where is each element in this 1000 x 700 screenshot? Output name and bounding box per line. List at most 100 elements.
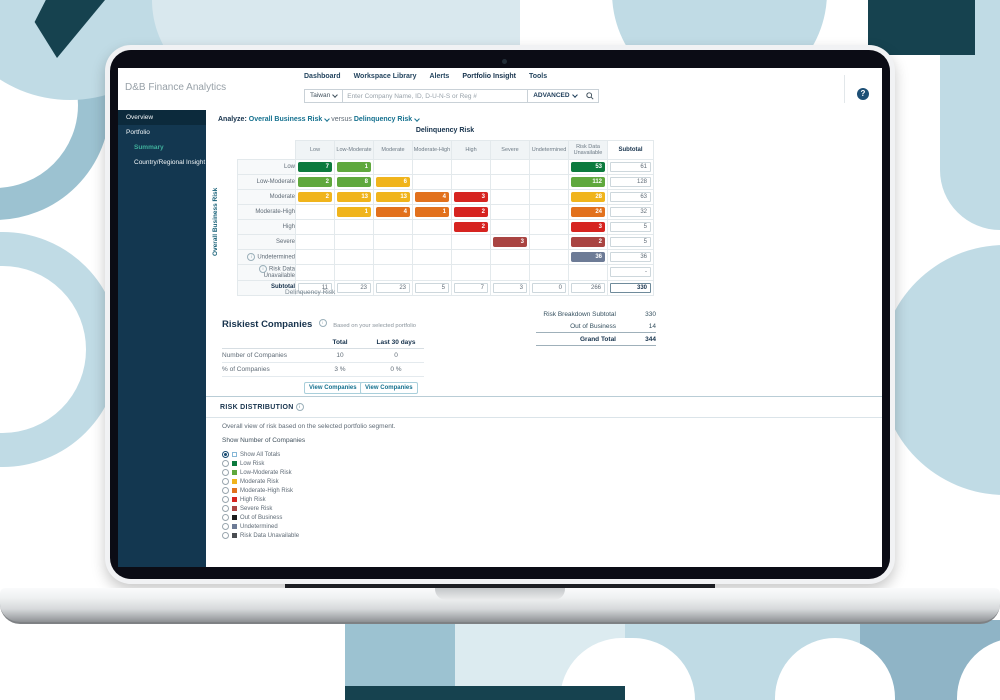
radio-button[interactable] <box>222 451 229 458</box>
matrix-cell-bar-moderate-moderate[interactable]: 13 <box>376 192 410 202</box>
nav-item-tools[interactable]: Tools <box>528 73 548 80</box>
matrix-subtotal-header: Subtotal <box>607 140 654 160</box>
matrix-cell: 2 <box>295 189 335 205</box>
nav-item-workspace-library[interactable]: Workspace Library <box>353 73 417 80</box>
advanced-search-button[interactable]: ADVANCED <box>527 90 581 102</box>
matrix-cell-bar-moderate-low[interactable]: 2 <box>298 192 332 202</box>
matrix-cell: 8 <box>334 174 374 190</box>
radio-button[interactable] <box>222 469 229 476</box>
view-companies-button-2[interactable]: View Companies <box>360 382 418 394</box>
legend-swatch <box>232 479 237 484</box>
riskiest-row-of-companies: % of Companies 3 % 0 % <box>222 362 424 377</box>
matrix-cell <box>568 264 608 281</box>
matrix-row-label: Moderate <box>237 189 296 205</box>
matrix-cell-bar-high-risk-data-unavailable[interactable]: 3 <box>571 222 605 232</box>
matrix-cell-bar-moderate-high-moderate-high[interactable]: 1 <box>415 207 449 217</box>
region-select[interactable]: Taiwan <box>305 90 344 102</box>
matrix-col-header-low-moderate: Low-Moderate <box>334 140 374 160</box>
primary-risk-label: Overall Business Risk <box>248 116 323 123</box>
radio-button[interactable] <box>222 505 229 512</box>
legend-item-severe-risk[interactable]: Severe Risk <box>222 504 299 513</box>
info-icon[interactable] <box>295 403 304 411</box>
nav-item-alerts[interactable]: Alerts <box>429 73 450 80</box>
matrix-cell-bar-low-low[interactable]: 7 <box>298 162 332 172</box>
primary-risk-dropdown[interactable]: Overall Business Risk <box>248 115 331 123</box>
matrix-cell-bar-moderate-low-moderate[interactable]: 13 <box>337 192 371 202</box>
matrix-cell-bar-low-low-moderate[interactable]: 1 <box>337 162 371 172</box>
legend-item-undetermined[interactable]: Undetermined <box>222 522 299 531</box>
matrix-cell <box>529 189 569 205</box>
matrix-cell-bar-low-moderate-low-moderate[interactable]: 8 <box>337 177 371 187</box>
radio-button[interactable] <box>222 487 229 494</box>
sidebar-item-country-regional-insight[interactable]: Country/Regional Insight <box>134 159 206 166</box>
legend-swatch <box>232 506 237 511</box>
matrix-cell <box>295 204 335 220</box>
matrix-col-header-risk-data-unavailable: Risk Data Unavailable <box>568 140 608 160</box>
matrix-cell <box>490 219 530 235</box>
legend-label: Low-Moderate Risk <box>240 469 292 476</box>
matrix-cell-bar-low-moderate-low[interactable]: 2 <box>298 177 332 187</box>
matrix-cell-bar-severe-risk-data-unavailable[interactable]: 2 <box>571 237 605 247</box>
matrix-cell-bar-moderate-high-low-moderate[interactable]: 1 <box>337 207 371 217</box>
matrix-cell: 3 <box>490 234 530 250</box>
matrix-row-label: High <box>237 219 296 235</box>
radio-button[interactable] <box>222 478 229 485</box>
matrix-cell-bar-moderate-high[interactable]: 3 <box>454 192 488 202</box>
legend-item-out-of-business[interactable]: Out of Business <box>222 513 299 522</box>
info-icon[interactable] <box>318 318 327 327</box>
app-logo: D&B Finance Analytics <box>125 82 227 93</box>
secondary-risk-dropdown[interactable]: Delinquency Risk <box>354 115 421 123</box>
search-input[interactable] <box>343 90 528 102</box>
totals-summary: Risk Breakdown Subtotal 330 Out of Busines… <box>536 308 656 346</box>
legend-item-show-all-totals[interactable]: Show All Totals <box>222 450 299 459</box>
sidebar-item-portfolio[interactable]: Portfolio <box>126 129 150 136</box>
legend-item-low-risk[interactable]: Low Risk <box>222 459 299 468</box>
nav-item-portfolio-insight[interactable]: Portfolio Insight <box>462 73 516 80</box>
view-companies-button-1[interactable]: View Companies <box>304 382 362 394</box>
legend-item-moderate-high-risk[interactable]: Moderate-High Risk <box>222 486 299 495</box>
radio-button[interactable] <box>222 532 229 539</box>
matrix-row-subtotal: 63 <box>610 192 651 202</box>
matrix-cell <box>295 219 335 235</box>
radio-button[interactable] <box>222 514 229 521</box>
matrix-cell-bar-high-high[interactable]: 2 <box>454 222 488 232</box>
matrix-grand-total: 330 <box>610 282 651 293</box>
sidebar-item-summary[interactable]: Summary <box>134 144 164 151</box>
radio-button[interactable] <box>222 523 229 530</box>
nav-item-dashboard[interactable]: Dashboard <box>304 73 341 80</box>
legend-item-moderate-risk[interactable]: Moderate Risk <box>222 477 299 486</box>
legend-item-high-risk[interactable]: High Risk <box>222 495 299 504</box>
show-companies-label: Show Number of Companies <box>222 437 306 444</box>
matrix-cell-bar-low-moderate-risk-data-unavailable[interactable]: 112 <box>571 177 605 187</box>
search-button[interactable] <box>582 92 598 100</box>
matrix-row-label: Risk Data Unavailable <box>237 264 296 281</box>
legend-item-low-moderate-risk[interactable]: Low-Moderate Risk <box>222 468 299 477</box>
matrix-cell-bar-low-risk-data-unavailable[interactable]: 53 <box>571 162 605 172</box>
matrix-cell-bar-moderate-high-risk-data-unavailable[interactable]: 24 <box>571 207 605 217</box>
matrix-cell-bar-moderate-high-moderate[interactable]: 4 <box>376 207 410 217</box>
matrix-col-header-moderate: Moderate <box>373 140 413 160</box>
riskiest-value: 10 <box>312 348 368 363</box>
matrix-col-subtotal-cell: 23 <box>334 279 374 296</box>
riskiest-header-spacer <box>222 337 312 349</box>
matrix-cell-bar-low-moderate-moderate[interactable]: 6 <box>376 177 410 187</box>
advanced-label: ADVANCED <box>533 92 570 99</box>
matrix-cell-bar-undetermined-risk-data-unavailable[interactable]: 36 <box>571 252 605 262</box>
matrix-grand-total-cell: 330 <box>607 279 654 296</box>
matrix-cell-bar-moderate-moderate-high[interactable]: 4 <box>415 192 449 202</box>
matrix-cell-bar-moderate-risk-data-unavailable[interactable]: 28 <box>571 192 605 202</box>
summary-value: 14 <box>648 322 656 330</box>
sidebar-item-overview[interactable]: Overview <box>118 110 206 125</box>
legend-label: Show All Totals <box>240 451 281 458</box>
matrix-cell <box>412 174 452 190</box>
matrix-cell-bar-moderate-high-high[interactable]: 2 <box>454 207 488 217</box>
radio-button[interactable] <box>222 460 229 467</box>
radio-button[interactable] <box>222 496 229 503</box>
help-button[interactable]: ? <box>857 88 869 100</box>
matrix-cell: 6 <box>373 174 413 190</box>
matrix-cell-bar-severe-severe[interactable]: 3 <box>493 237 527 247</box>
matrix-row-label: Severe <box>237 234 296 250</box>
legend-item-risk-data-unavailable[interactable]: Risk Data Unavailable <box>222 531 299 540</box>
versus-label: versus <box>331 116 352 123</box>
matrix-left-axis-label: Overall Business Risk <box>212 187 219 257</box>
